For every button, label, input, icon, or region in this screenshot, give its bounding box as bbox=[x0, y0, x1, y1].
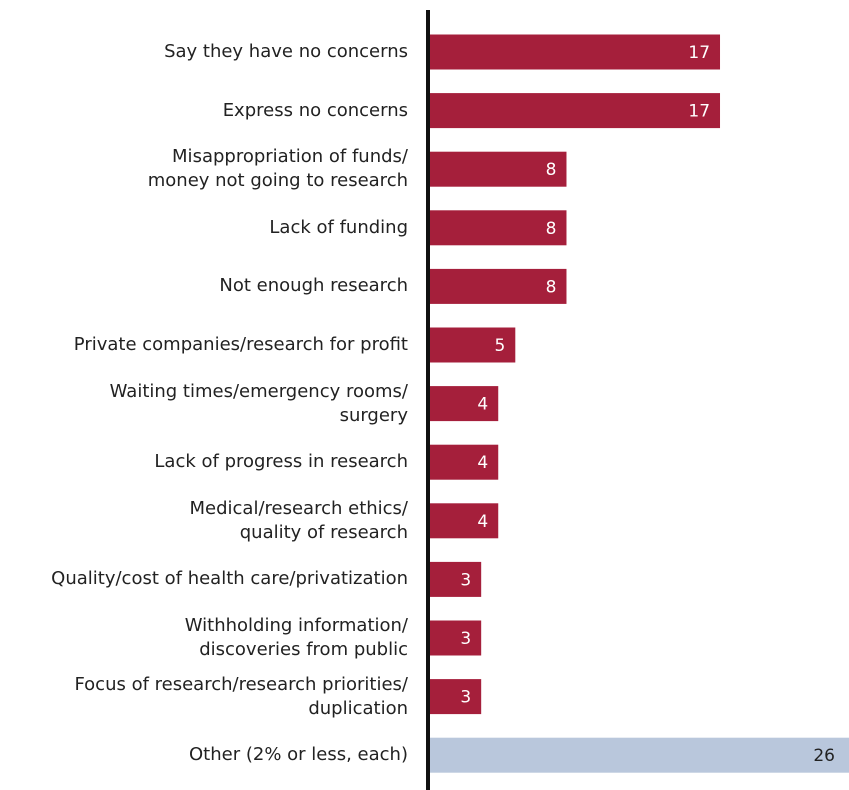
bar bbox=[430, 503, 499, 539]
value-label: 4 bbox=[477, 395, 488, 415]
bar bbox=[430, 327, 516, 363]
category-label: Focus of research/research priorities/ d… bbox=[74, 673, 408, 719]
category-label: Medical/research ethics/ quality of rese… bbox=[189, 497, 409, 543]
bar bbox=[430, 268, 567, 304]
bar bbox=[430, 679, 482, 715]
value-label: 17 bbox=[688, 102, 710, 122]
category-label: Other (2% or less, each) bbox=[189, 744, 408, 766]
category-label: Withholding information/ discoveries fro… bbox=[184, 615, 408, 660]
bar bbox=[430, 386, 499, 422]
value-label: 3 bbox=[460, 688, 471, 708]
value-label: 5 bbox=[494, 336, 505, 356]
value-label: 26 bbox=[813, 746, 835, 766]
category-label: Say they have no concerns bbox=[164, 41, 408, 62]
value-label: 3 bbox=[460, 629, 471, 649]
value-label: 4 bbox=[477, 453, 488, 473]
category-label: Lack of progress in research bbox=[154, 451, 408, 473]
bar bbox=[430, 444, 499, 480]
value-label: 4 bbox=[477, 512, 488, 532]
bar bbox=[430, 737, 849, 773]
category-label: Not enough research bbox=[219, 275, 408, 297]
value-label: 8 bbox=[546, 219, 557, 239]
category-label: Quality/cost of health care/privatizatio… bbox=[51, 568, 408, 590]
category-label: Lack of funding bbox=[269, 216, 408, 238]
bar bbox=[430, 561, 482, 597]
value-label: 3 bbox=[460, 570, 471, 590]
bar bbox=[430, 210, 567, 246]
category-label: Misappropriation of funds/ money not goi… bbox=[147, 146, 408, 192]
value-label: 8 bbox=[546, 160, 557, 180]
category-label: Waiting times/emergency rooms/ surgery bbox=[109, 380, 408, 426]
value-label: 17 bbox=[688, 43, 710, 63]
category-label: Express no concerns bbox=[222, 99, 408, 121]
bar bbox=[430, 93, 721, 129]
value-label: 8 bbox=[546, 277, 557, 297]
bar bbox=[430, 151, 567, 187]
category-label: Private companies/research for profit bbox=[73, 334, 408, 355]
bar bbox=[430, 620, 482, 656]
bar bbox=[430, 34, 721, 70]
